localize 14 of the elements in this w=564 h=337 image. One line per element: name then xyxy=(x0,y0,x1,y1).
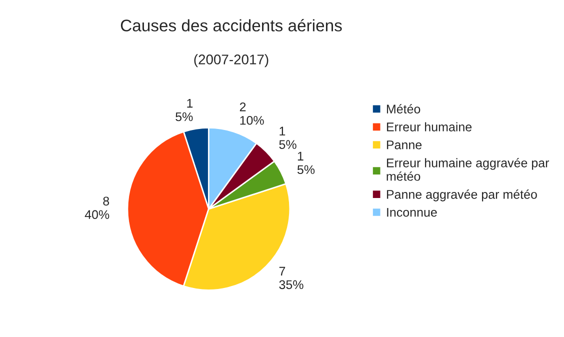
legend-label: Panne xyxy=(386,140,422,150)
legend-label: Météo xyxy=(386,104,420,114)
data-label: 1 5% xyxy=(176,98,193,122)
data-label: 1 5% xyxy=(279,126,296,149)
data-label: 1 5% xyxy=(297,152,315,174)
data-label: 7 35% xyxy=(279,266,304,290)
legend-label: Panne aggravée par météo xyxy=(386,190,537,202)
legend-label: Inconnue xyxy=(387,208,437,217)
legend-label: Erreur humaine xyxy=(386,122,472,132)
legend-label: Erreur humaine aggravée par météo xyxy=(386,158,550,181)
chart-subtitle: (2007-2017) xyxy=(194,54,268,68)
data-label: 2 10% xyxy=(240,102,264,125)
chart-title: Causes des accidents aériens xyxy=(120,18,342,32)
data-label: 8 40% xyxy=(84,196,110,220)
